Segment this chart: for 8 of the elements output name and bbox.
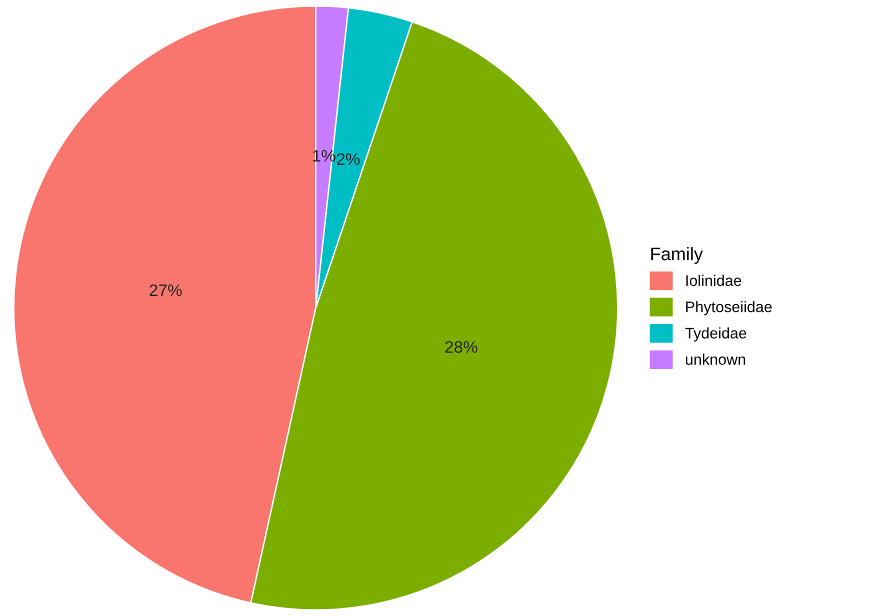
legend-label: unknown <box>686 354 746 365</box>
legend-label: Tydeidae <box>685 327 746 342</box>
legend-label: Iolinidae <box>686 274 742 286</box>
data-label: 2% <box>336 153 360 165</box>
legend-label: Phytoseiidae <box>686 301 772 316</box>
data-label: 27% <box>150 284 182 296</box>
data-label: 28% <box>445 341 478 353</box>
legend-title: Family <box>651 247 703 264</box>
